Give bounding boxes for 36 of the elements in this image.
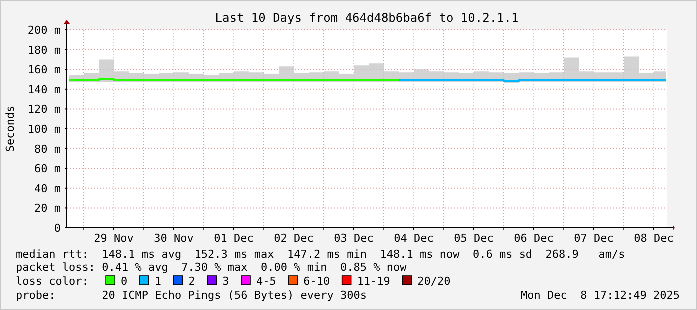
text: median rtt: 148.1 ms avg 152.3 ms max 147.2 ms min 148.1 ms now 0.6 ms sd 268.9 am/s (16, 248, 626, 261)
x-tick-label: 02 Dec (274, 232, 314, 245)
y-tick-label: 200 m (28, 24, 62, 37)
y-tick-label: 40 m (34, 182, 62, 196)
y-tick-label: 180 m (28, 44, 62, 57)
x-tick-label: 01 Dec (214, 232, 254, 245)
y-tick-label: 160 m (28, 64, 62, 77)
text: packet loss: 0.41 % avg 7.30 % max 0.00 % min 0.85 % now (16, 261, 408, 274)
legend-title: loss color: (16, 275, 89, 288)
legend-label: 20/20 (418, 275, 451, 288)
x-tick-label: 06 Dec (514, 232, 554, 245)
y-tick-label: 120 m (28, 103, 62, 116)
legend-label: 2 (188, 275, 196, 288)
y-axis-title: Seconds (4, 106, 17, 152)
legend-label: 3 (222, 275, 230, 288)
x-tick-label: 08 Dec (634, 232, 674, 245)
x-tick-label: 04 Dec (394, 232, 434, 245)
text: Mon Dec 8 17:12:49 2025 (521, 289, 680, 302)
text: probe: 20 ICMP Echo Pings (56 Bytes) every 300s (16, 289, 367, 302)
x-tick-label: 29 Nov (94, 232, 134, 245)
y-tick-label: 60 m (34, 162, 62, 176)
y-tick-label: 100 m (28, 123, 62, 136)
legend-label: 11-19 (357, 275, 390, 288)
y-tick-label: 20 m (34, 202, 62, 216)
legend-label: 4-5 (256, 275, 276, 288)
y-tick-label: 140 m (28, 83, 62, 96)
legend-label: 1 (154, 275, 162, 288)
x-tick-label: 05 Dec (454, 232, 494, 245)
legend-label: 6-10 (304, 275, 330, 288)
chart-title: Last 10 Days from 464d48b6ba6f to 10.2.1.1 (215, 11, 519, 25)
x-tick-label: 03 Dec (334, 232, 374, 245)
legend-label: 0 (121, 275, 128, 288)
x-tick-label: 30 Nov (154, 232, 194, 245)
y-tick-label: 80 m (34, 142, 62, 156)
x-tick-label: 07 Dec (574, 232, 614, 245)
y-tick-label: 0 (54, 222, 61, 235)
